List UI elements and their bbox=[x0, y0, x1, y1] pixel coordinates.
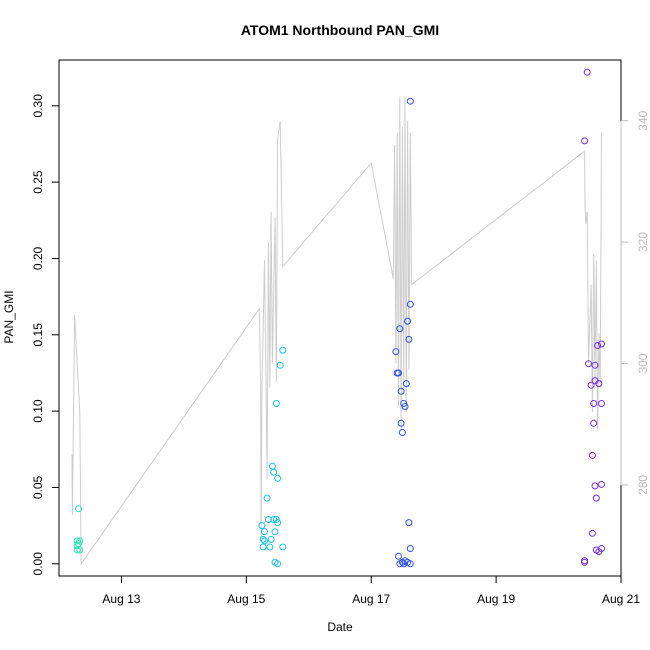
data-point bbox=[267, 535, 275, 543]
data-point bbox=[261, 528, 268, 536]
data-point bbox=[279, 346, 287, 354]
data-point bbox=[405, 335, 413, 343]
data-point bbox=[397, 387, 405, 395]
data-point bbox=[264, 516, 272, 523]
data-point bbox=[392, 348, 400, 356]
data-point bbox=[395, 552, 402, 560]
data-point bbox=[76, 537, 84, 545]
right-axis-line-layer bbox=[71, 96, 602, 566]
data-point bbox=[588, 529, 596, 537]
data-point bbox=[590, 400, 598, 407]
y-tick-label: 0.30 bbox=[31, 94, 45, 118]
data-point bbox=[268, 462, 276, 470]
y2-tick-label: 320 bbox=[636, 232, 650, 252]
data-point bbox=[272, 516, 280, 523]
y2-tick-label: 340 bbox=[636, 110, 650, 130]
data-point bbox=[592, 494, 600, 502]
y2-tick-label: 280 bbox=[636, 475, 650, 495]
x-tick-label: Aug 17 bbox=[352, 592, 390, 606]
data-point bbox=[598, 480, 605, 488]
y-tick-label: 0.00 bbox=[31, 552, 45, 576]
data-point bbox=[279, 543, 287, 551]
y2-tick-label: 300 bbox=[636, 353, 650, 373]
data-point bbox=[598, 545, 605, 552]
chart-title: ATOM1 Northbound PAN_GMI bbox=[241, 22, 439, 38]
data-point bbox=[585, 360, 592, 368]
y-axis-left: 0.00 0.05 0.10 0.15 0.20 0.25 0.30 bbox=[31, 94, 60, 576]
data-point bbox=[258, 522, 266, 530]
data-point bbox=[594, 342, 602, 349]
y-tick-label: 0.10 bbox=[31, 399, 45, 423]
y-tick-label: 0.25 bbox=[31, 170, 45, 194]
data-point bbox=[270, 468, 278, 476]
data-point bbox=[261, 537, 268, 545]
data-point bbox=[583, 68, 591, 76]
data-point bbox=[401, 403, 409, 410]
y-axis-label: PAN_GMI bbox=[2, 290, 16, 343]
data-point bbox=[272, 400, 280, 407]
data-point bbox=[402, 380, 410, 388]
data-point bbox=[406, 97, 414, 105]
plot-frame bbox=[58, 59, 622, 577]
y-tick-label: 0.05 bbox=[31, 475, 45, 499]
data-point bbox=[587, 381, 595, 389]
data-point bbox=[266, 543, 274, 551]
data-point bbox=[581, 137, 589, 145]
data-point bbox=[598, 340, 605, 348]
data-point bbox=[75, 505, 82, 513]
x-tick-label: Aug 19 bbox=[477, 592, 515, 606]
data-point bbox=[591, 361, 599, 369]
data-point bbox=[406, 560, 414, 568]
data-point bbox=[259, 543, 267, 551]
data-point bbox=[274, 560, 282, 568]
x-tick-label: Aug 13 bbox=[102, 592, 140, 606]
x-tick-label: Aug 21 bbox=[602, 592, 640, 606]
data-point bbox=[259, 535, 267, 543]
x-axis: Aug 13 Aug 15 Aug 17 Aug 19 Aug 21 bbox=[102, 575, 640, 606]
x-tick-label: Aug 15 bbox=[227, 592, 265, 606]
data-point bbox=[406, 300, 414, 308]
data-point bbox=[406, 545, 414, 552]
data-point bbox=[398, 429, 406, 436]
data-point bbox=[405, 519, 413, 527]
y-tick-label: 0.15 bbox=[31, 323, 45, 347]
data-point bbox=[274, 474, 282, 482]
data-point bbox=[76, 546, 84, 554]
data-point bbox=[581, 558, 589, 566]
data-point bbox=[271, 528, 279, 536]
data-point bbox=[595, 380, 603, 388]
right-axis-series-line bbox=[71, 96, 602, 566]
data-point bbox=[598, 400, 605, 407]
data-point bbox=[590, 419, 598, 427]
data-point bbox=[404, 317, 412, 325]
y-axis-right: 280 300 320 340 bbox=[620, 110, 650, 495]
data-point bbox=[274, 519, 282, 527]
data-point bbox=[400, 560, 408, 568]
data-point bbox=[397, 419, 405, 427]
data-point bbox=[396, 325, 404, 333]
scatter-point-layer bbox=[73, 68, 605, 568]
data-point bbox=[276, 361, 284, 369]
data-point bbox=[591, 482, 599, 490]
data-point bbox=[263, 494, 271, 502]
data-point bbox=[588, 451, 596, 459]
y-tick-label: 0.20 bbox=[31, 246, 45, 270]
x-axis-label: Date bbox=[327, 620, 353, 634]
data-point bbox=[395, 369, 402, 377]
